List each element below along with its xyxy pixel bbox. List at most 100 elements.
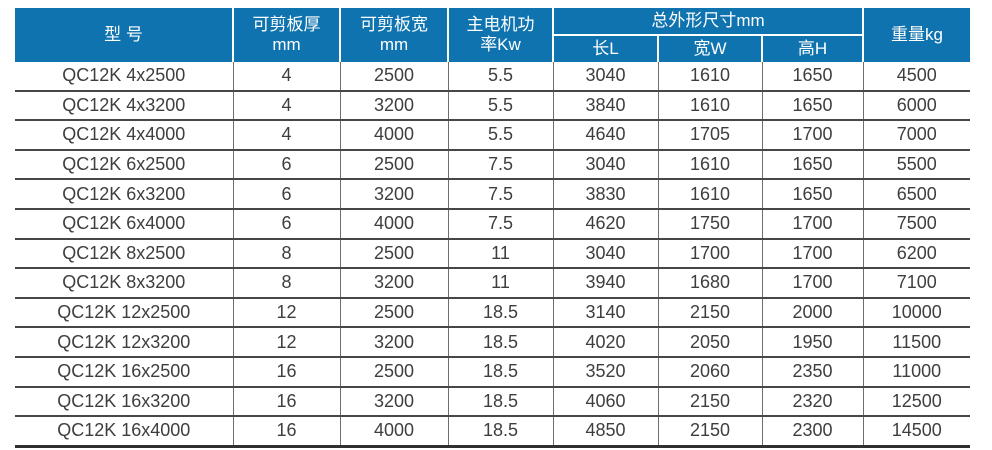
spec-table-body: QC12K 4x2500 4 2500 5.5 3040 1610 1650 4500 QC12… <box>15 62 971 448</box>
value-cell: 3200 <box>339 386 448 418</box>
value-cell: 3040 <box>552 238 658 270</box>
value-cell: 7500 <box>862 208 971 240</box>
value-cell: 5500 <box>862 149 971 181</box>
model-cell: QC12K 12x2500 <box>15 297 233 329</box>
col-header-thickness: 可剪板厚 mm <box>232 8 340 62</box>
value-cell: 8 <box>232 238 340 270</box>
value-cell: 4 <box>232 62 340 92</box>
value-cell: 1680 <box>657 268 762 299</box>
value-cell: 3200 <box>339 179 448 210</box>
value-cell: 7.5 <box>447 149 553 181</box>
model-cell: QC12K 16x4000 <box>15 416 233 448</box>
value-cell: 2150 <box>657 386 762 418</box>
value-cell: 1700 <box>761 238 864 270</box>
value-cell: 4850 <box>552 416 658 448</box>
value-cell: 11 <box>447 238 553 270</box>
value-cell: 4500 <box>862 62 971 92</box>
model-cell: QC12K 8x3200 <box>15 268 233 299</box>
value-cell: 1650 <box>761 179 864 210</box>
value-cell: 3200 <box>339 268 448 299</box>
model-cell: QC12K 6x2500 <box>15 149 233 181</box>
model-cell: QC12K 4x3200 <box>15 90 233 122</box>
table-row: QC12K 8x2500 8 2500 11 3040 1700 1700 6200 <box>15 238 971 270</box>
model-cell: QC12K 8x2500 <box>15 238 233 270</box>
table-row: QC12K 6x3200 6 3200 7.5 3830 1610 1650 6500 <box>15 179 971 210</box>
value-cell: 16 <box>232 356 340 388</box>
value-cell: 7.5 <box>447 208 553 240</box>
value-cell: 3940 <box>552 268 658 299</box>
value-cell: 3200 <box>339 90 448 122</box>
value-cell: 14500 <box>862 416 971 448</box>
model-cell: QC12K 16x2500 <box>15 356 233 388</box>
value-cell: 11500 <box>862 327 971 358</box>
value-cell: 6500 <box>862 179 971 210</box>
value-cell: 4 <box>232 90 340 122</box>
table-row: QC12K 12x3200 12 3200 18.5 4020 2050 1950 11500 <box>15 327 971 358</box>
value-cell: 10000 <box>862 297 971 329</box>
value-cell: 1700 <box>657 238 762 270</box>
value-cell: 18.5 <box>447 386 553 418</box>
value-cell: 7000 <box>862 120 971 151</box>
value-cell: 1650 <box>761 149 864 181</box>
table-row: QC12K 12x2500 12 2500 18.5 3140 2150 2000 10000 <box>15 297 971 329</box>
value-cell: 1950 <box>761 327 864 358</box>
value-cell: 18.5 <box>447 416 553 448</box>
value-cell: 18.5 <box>447 297 553 329</box>
value-cell: 4000 <box>339 120 448 151</box>
value-cell: 16 <box>232 386 340 418</box>
value-cell: 2350 <box>761 356 864 388</box>
value-cell: 16 <box>232 416 340 448</box>
value-cell: 2500 <box>339 356 448 388</box>
value-cell: 4020 <box>552 327 658 358</box>
value-cell: 3830 <box>552 179 658 210</box>
value-cell: 12 <box>232 297 340 329</box>
model-cell: QC12K 4x2500 <box>15 62 233 92</box>
value-cell: 6200 <box>862 238 971 270</box>
value-cell: 18.5 <box>447 327 553 358</box>
value-cell: 1610 <box>657 90 762 122</box>
value-cell: 4 <box>232 120 340 151</box>
value-cell: 1700 <box>761 268 864 299</box>
value-cell: 4000 <box>339 416 448 448</box>
table-row: QC12K 4x3200 4 3200 5.5 3840 1610 1650 6000 <box>15 90 971 122</box>
value-cell: 4060 <box>552 386 658 418</box>
value-cell: 2500 <box>339 297 448 329</box>
table-row: QC12K 8x3200 8 3200 11 3940 1680 1700 7100 <box>15 268 971 299</box>
value-cell: 11000 <box>862 356 971 388</box>
table-row: QC12K 6x4000 6 4000 7.5 4620 1750 1700 7500 <box>15 208 971 240</box>
value-cell: 5.5 <box>447 120 553 151</box>
value-cell: 5.5 <box>447 90 553 122</box>
value-cell: 2320 <box>761 386 864 418</box>
value-cell: 6 <box>232 179 340 210</box>
value-cell: 2050 <box>657 327 762 358</box>
table-row: QC12K 4x4000 4 4000 5.5 4640 1705 1700 7000 <box>15 120 971 151</box>
col-header-dim-height: 高H <box>760 35 864 62</box>
col-header-power: 主电机功 率Kw <box>447 8 553 62</box>
value-cell: 11 <box>447 268 553 299</box>
value-cell: 2150 <box>657 416 762 448</box>
value-cell: 3040 <box>552 149 658 181</box>
value-cell: 6 <box>232 149 340 181</box>
value-cell: 2500 <box>339 238 448 270</box>
table-row: QC12K 16x4000 16 4000 18.5 4850 2150 2300 14500 <box>15 416 971 448</box>
value-cell: 12 <box>232 327 340 358</box>
value-cell: 1650 <box>761 90 864 122</box>
value-cell: 3040 <box>552 62 658 92</box>
value-cell: 3200 <box>339 327 448 358</box>
value-cell: 1650 <box>761 62 864 92</box>
value-cell: 1700 <box>761 120 864 151</box>
value-cell: 4620 <box>552 208 658 240</box>
col-header-dim-width: 宽W <box>657 35 762 62</box>
spec-table-header: 型 号 可剪板厚 mm 可剪板宽 mm 主电机功 率Kw 总外形尺寸mm 重量k… <box>15 8 971 62</box>
value-cell: 3840 <box>552 90 658 122</box>
value-cell: 1700 <box>761 208 864 240</box>
value-cell: 4000 <box>339 208 448 240</box>
spec-table: 型 号 可剪板厚 mm 可剪板宽 mm 主电机功 率Kw 总外形尺寸mm 重量k… <box>15 8 971 448</box>
value-cell: 1610 <box>657 62 762 92</box>
value-cell: 7100 <box>862 268 971 299</box>
value-cell: 2500 <box>339 149 448 181</box>
value-cell: 4640 <box>552 120 658 151</box>
col-header-dimensions-group: 总外形尺寸mm <box>551 8 864 36</box>
table-row: QC12K 4x2500 4 2500 5.5 3040 1610 1650 4500 <box>15 62 971 92</box>
